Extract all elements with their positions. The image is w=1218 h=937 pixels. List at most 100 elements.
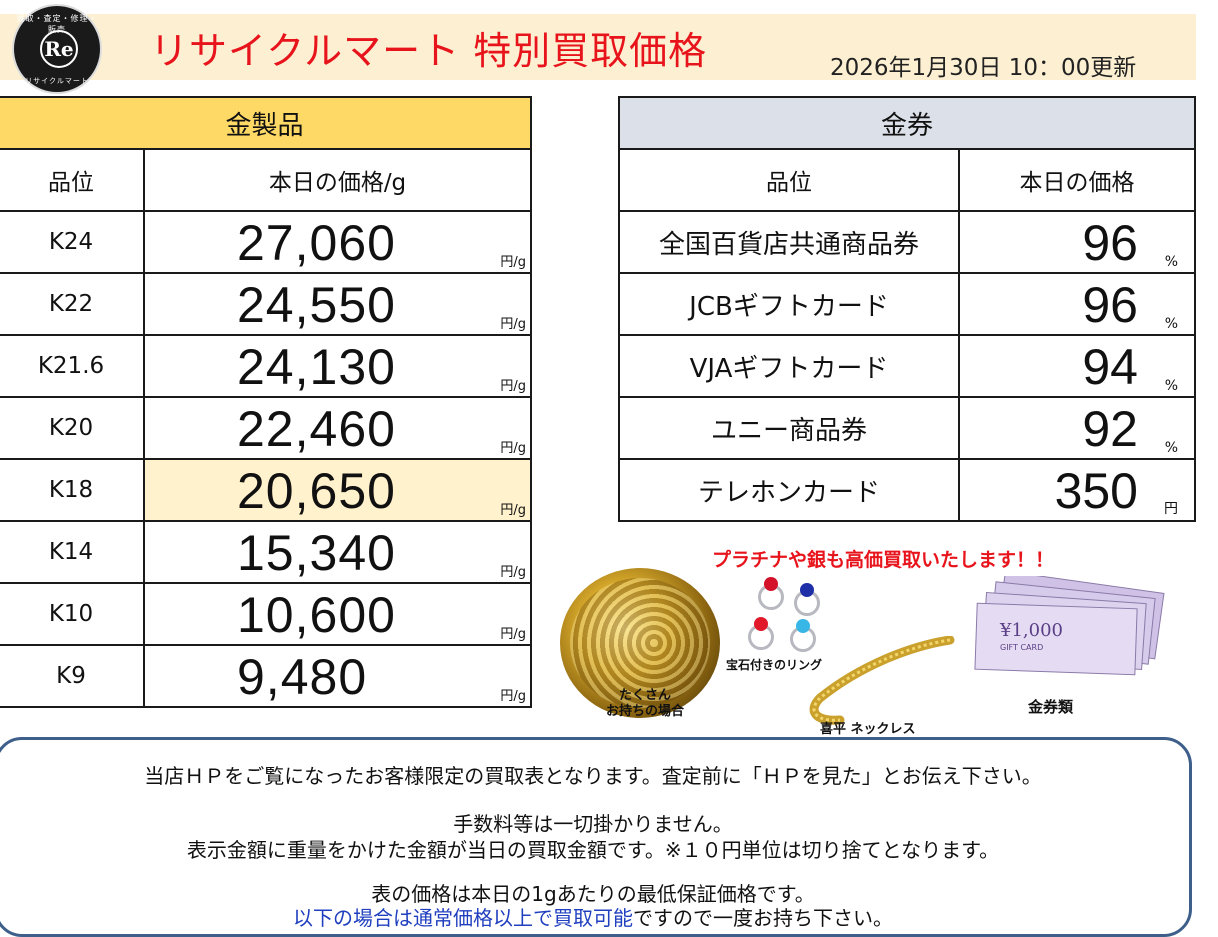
gold-unit: 円/g <box>500 627 526 642</box>
store-logo: 買取・査定・修理・販売 Re リサイクルマート <box>12 4 102 94</box>
kihei-necklace-image <box>809 636 955 725</box>
gold-price-cell: 24,130 円/g <box>143 334 532 398</box>
gold-col-price: 本日の価格/g <box>143 148 532 212</box>
gold-price: 27,060 <box>237 215 396 271</box>
gold-grade: K14 <box>0 520 145 584</box>
gold-unit: 円/g <box>500 379 526 394</box>
tickets-caption: 金券類 <box>1028 698 1074 716</box>
notice-line2: 手数料等は一切掛かりません。 <box>453 812 733 836</box>
gold-unit: 円/g <box>500 565 526 580</box>
gold-unit: 円/g <box>500 255 526 270</box>
gem-rings-image <box>736 568 836 652</box>
gold-table-title: 金製品 <box>0 96 532 150</box>
pile-caption-line1: たくさん <box>618 688 671 703</box>
gold-col-grade: 品位 <box>0 148 145 212</box>
ring-caption: 宝石付きのリング <box>726 658 823 672</box>
updated-timestamp: 2026年1月30日 10：00更新 <box>830 55 1137 81</box>
ticket-amount: ¥1,000 <box>999 620 1063 641</box>
notice-line5-rest: ですので一度お持ち下さい。 <box>633 906 893 930</box>
gold-price-cell: 20,650 円/g <box>143 458 532 522</box>
gold-price: 24,130 <box>237 339 396 395</box>
voucher-rate-cell: 94 % <box>958 334 1196 398</box>
gold-unit: 円/g <box>500 317 526 332</box>
table-row: K14 15,340 円/g <box>0 520 532 584</box>
table-row: K21.6 24,130 円/g <box>0 334 532 398</box>
promo-headline: プラチナや銀も高価買取いたします！！ <box>712 549 1055 571</box>
voucher-rate-cell: 96 % <box>958 210 1196 274</box>
voucher-rate: 92 <box>1082 401 1138 457</box>
voucher-rate: 350 <box>1054 463 1138 519</box>
gold-grade: K18 <box>0 458 145 522</box>
voucher-unit: % <box>1164 254 1178 270</box>
gold-unit: 円/g <box>500 689 526 704</box>
voucher-col-price: 本日の価格 <box>958 148 1196 212</box>
voucher-rate: 96 <box>1082 215 1138 271</box>
notice-line4: 表の価格は本日の1gあたりの最低保証価格です。 <box>371 882 815 906</box>
gold-jewelry-pile-image <box>560 568 720 718</box>
ticket-sub: GIFT CARD <box>1000 643 1043 652</box>
voucher-unit: % <box>1164 440 1178 456</box>
logo-mark: Re <box>40 30 78 68</box>
voucher-price-table: 金券 品位 本日の価格 全国百貨店共通商品券 96 % JCBギフトカード 96… <box>618 96 1196 522</box>
pile-caption-line2: お持ちの場合 <box>605 704 684 719</box>
necklace-caption: 喜平 ネックレス <box>820 722 916 737</box>
voucher-name: ユニー商品券 <box>618 396 960 460</box>
page-title: リサイクルマート 特別買取価格 <box>150 29 708 73</box>
logo-arc-top: 買取・査定・修理・販売 <box>16 14 98 34</box>
gold-price-cell: 27,060 円/g <box>143 210 532 274</box>
voucher-rate: 94 <box>1082 339 1138 395</box>
table-row: K10 10,600 円/g <box>0 582 532 646</box>
gold-price: 9,480 <box>237 649 368 705</box>
notice-line3: 表示金額に重量をかけた金額が当日の買取金額です。※１０円単位は切り捨てとなります… <box>186 838 1000 862</box>
gold-unit: 円/g <box>500 441 526 456</box>
voucher-unit: % <box>1164 378 1178 394</box>
voucher-unit: % <box>1164 316 1178 332</box>
table-row: K22 24,550 円/g <box>0 272 532 336</box>
gold-price: 22,460 <box>237 401 396 457</box>
voucher-name: テレホンカード <box>618 458 960 522</box>
logo-arc-bottom: リサイクルマート <box>25 77 89 85</box>
gold-grade: K20 <box>0 396 145 460</box>
gold-price-cell: 24,550 円/g <box>143 272 532 336</box>
voucher-rate-cell: 350 円 <box>958 458 1196 522</box>
table-row: ユニー商品券 92 % <box>618 396 1196 460</box>
gold-price: 15,340 <box>237 525 396 581</box>
table-row: K20 22,460 円/g <box>0 396 532 460</box>
gold-price-cell: 9,480 円/g <box>143 644 532 708</box>
gold-price: 10,600 <box>237 587 396 643</box>
gold-grade: K21.6 <box>0 334 145 398</box>
notice-line1: 当店ＨＰをご覧になったお客様限定の買取表となります。査定前に「ＨＰを見た」とお伝… <box>144 764 1042 788</box>
gold-price-cell: 15,340 円/g <box>143 520 532 584</box>
table-row: VJAギフトカード 94 % <box>618 334 1196 398</box>
gold-grade: K22 <box>0 272 145 336</box>
gold-price-table: 金製品 品位 本日の価格/g K24 27,060 円/g K22 24,550… <box>0 96 532 708</box>
gold-unit: 円/g <box>500 503 526 518</box>
notice-box: 当店ＨＰをご覧になったお客様限定の買取表となります。査定前に「ＨＰを見た」とお伝… <box>0 737 1192 937</box>
voucher-name: JCBギフトカード <box>618 272 960 336</box>
notice-line5: 以下の場合は通常価格以上で買取可能ですので一度お持ち下さい。 <box>0 902 1189 931</box>
gold-price-cell: 22,460 円/g <box>143 396 532 460</box>
gold-price: 20,650 <box>237 463 396 519</box>
voucher-unit: 円 <box>1164 501 1178 517</box>
voucher-rate: 96 <box>1082 277 1138 333</box>
table-row: 全国百貨店共通商品券 96 % <box>618 210 1196 274</box>
voucher-col-grade: 品位 <box>618 148 960 212</box>
notice-line5-highlight: 以下の場合は通常価格以上で買取可能 <box>293 906 633 930</box>
gold-grade: K10 <box>0 582 145 646</box>
table-row: JCBギフトカード 96 % <box>618 272 1196 336</box>
table-row-highlight: K18 20,650 円/g <box>0 458 532 522</box>
table-row: K9 9,480 円/g <box>0 644 532 708</box>
voucher-name: 全国百貨店共通商品券 <box>618 210 960 274</box>
gold-price: 24,550 <box>237 277 396 333</box>
table-row: K24 27,060 円/g <box>0 210 532 274</box>
table-row: テレホンカード 350 円 <box>618 458 1196 522</box>
voucher-rate-cell: 96 % <box>958 272 1196 336</box>
gold-grade: K24 <box>0 210 145 274</box>
pile-caption: たくさん お持ちの場合 <box>590 688 700 720</box>
gift-tickets-image: ¥1,000 GIFT CARD <box>974 576 1165 676</box>
voucher-name: VJAギフトカード <box>618 334 960 398</box>
gold-grade: K9 <box>0 644 145 708</box>
voucher-rate-cell: 92 % <box>958 396 1196 460</box>
gold-price-cell: 10,600 円/g <box>143 582 532 646</box>
voucher-table-title: 金券 <box>618 96 1196 150</box>
